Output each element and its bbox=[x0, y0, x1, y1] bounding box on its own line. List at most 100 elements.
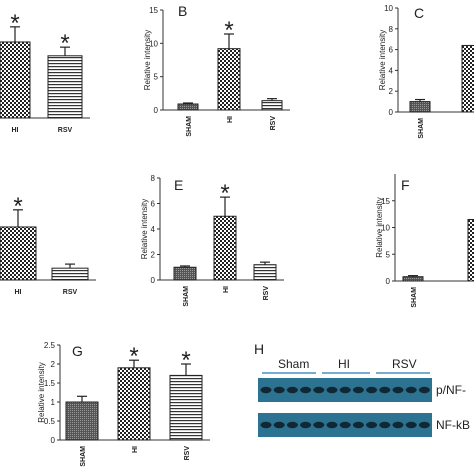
error-bar bbox=[10, 26, 20, 42]
bands bbox=[260, 386, 430, 429]
y-tick-label: 6 bbox=[389, 46, 394, 55]
error-bar bbox=[220, 196, 230, 217]
significance-mark: * bbox=[220, 180, 229, 207]
y-tick-label: 0 bbox=[51, 436, 56, 445]
band bbox=[286, 386, 298, 394]
group-label: RSV bbox=[392, 357, 417, 371]
y-tick-label: 10 bbox=[149, 39, 158, 48]
blot-panel: H Sham HI RSV p/NF- NF-kB bbox=[254, 341, 470, 437]
band bbox=[313, 386, 325, 394]
x-tick-label: RSV bbox=[58, 127, 73, 134]
y-tick-label: 2 bbox=[51, 360, 56, 369]
band bbox=[260, 386, 272, 394]
bar bbox=[51, 267, 89, 281]
y-tick-label: 4 bbox=[151, 225, 156, 234]
y-axis-label: Relative intensity bbox=[143, 30, 152, 90]
row-label: p/NF- bbox=[436, 383, 466, 397]
band bbox=[339, 386, 351, 394]
x-tick-label: HI bbox=[227, 116, 234, 123]
error-bar bbox=[224, 33, 234, 49]
y-axis-label: Relative intensity bbox=[140, 199, 149, 259]
panel-letter: C bbox=[414, 5, 424, 21]
y-tick-label: 10 bbox=[384, 4, 393, 13]
panel-letter: F bbox=[401, 177, 410, 193]
error-bar bbox=[60, 46, 70, 56]
x-tick-label: RSV bbox=[63, 289, 78, 296]
bar bbox=[402, 276, 424, 282]
bar bbox=[461, 44, 474, 113]
y-tick-label: 6 bbox=[151, 200, 156, 209]
error-bar bbox=[13, 209, 23, 227]
significance-mark: * bbox=[13, 193, 22, 220]
error-bar bbox=[408, 275, 418, 277]
y-tick-label: 0 bbox=[151, 276, 156, 285]
band bbox=[326, 421, 338, 429]
band bbox=[326, 386, 338, 394]
group-label: Sham bbox=[278, 357, 309, 371]
band bbox=[366, 421, 378, 429]
y-tick-label: 2 bbox=[151, 251, 156, 260]
panel-letter: G bbox=[72, 343, 83, 359]
panel-letter: H bbox=[254, 341, 264, 357]
x-tick-label: RSV bbox=[263, 286, 270, 301]
x-tick-label: RSV bbox=[184, 446, 191, 461]
error-bar bbox=[129, 359, 139, 368]
significance-mark: * bbox=[224, 17, 233, 44]
panel-letter: B bbox=[178, 3, 187, 19]
band bbox=[339, 421, 351, 429]
x-tick-label: SHAM bbox=[418, 118, 425, 139]
x-tick-label: HI bbox=[12, 127, 19, 134]
x-tick-label: HI bbox=[132, 446, 139, 453]
row-label: NF-kB bbox=[436, 418, 470, 432]
bar bbox=[65, 401, 99, 441]
y-axis-label: Relative intensity bbox=[375, 197, 384, 257]
error-bar bbox=[415, 98, 425, 102]
bar bbox=[261, 100, 283, 111]
significance-mark: * bbox=[60, 30, 69, 57]
x-tick-label: HI bbox=[15, 289, 22, 296]
x-tick-label: SHAM bbox=[183, 286, 190, 307]
y-tick-label: 10 bbox=[381, 224, 390, 233]
band bbox=[379, 386, 391, 394]
group-label: HI bbox=[338, 357, 350, 371]
y-tick-label: 0 bbox=[389, 108, 394, 117]
bar bbox=[47, 55, 83, 119]
y-tick-label: 4 bbox=[389, 66, 394, 75]
x-tick-label: SHAM bbox=[80, 446, 87, 467]
band bbox=[392, 421, 404, 429]
bar bbox=[0, 41, 31, 119]
bar bbox=[409, 101, 431, 113]
band bbox=[286, 421, 298, 429]
y-tick-label: 2 bbox=[389, 87, 394, 96]
band bbox=[418, 386, 430, 394]
bar bbox=[177, 103, 199, 111]
error-bar bbox=[267, 98, 277, 101]
band bbox=[392, 386, 404, 394]
band bbox=[418, 421, 430, 429]
bar bbox=[173, 266, 197, 281]
error-bar bbox=[181, 363, 191, 376]
band bbox=[273, 421, 285, 429]
significance-mark: * bbox=[181, 347, 190, 374]
y-tick-label: 8 bbox=[151, 174, 156, 183]
band bbox=[300, 421, 312, 429]
significance-mark: * bbox=[10, 10, 19, 37]
band bbox=[405, 421, 417, 429]
y-tick-label: 0.5 bbox=[44, 417, 56, 426]
y-axis-label: Relative intensity bbox=[378, 30, 387, 90]
band bbox=[379, 421, 391, 429]
error-bar bbox=[77, 395, 87, 402]
band bbox=[260, 421, 272, 429]
error-bar bbox=[65, 263, 75, 269]
band bbox=[273, 386, 285, 394]
x-tick-label: SHAM bbox=[411, 287, 418, 308]
panel-letter: E bbox=[174, 177, 183, 193]
band bbox=[352, 421, 364, 429]
error-bar bbox=[183, 102, 193, 104]
error-bar bbox=[180, 265, 190, 268]
bar bbox=[213, 215, 237, 281]
y-tick-label: 15 bbox=[381, 197, 390, 206]
y-tick-label: 1.5 bbox=[44, 379, 56, 388]
y-tick-label: 5 bbox=[386, 250, 391, 259]
bar bbox=[169, 374, 203, 441]
